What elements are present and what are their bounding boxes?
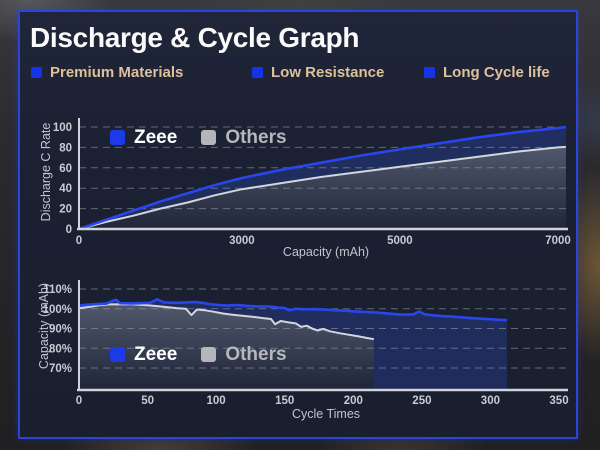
y-tick-label: 110% xyxy=(43,284,72,296)
zeee-legend-label: Zeee xyxy=(134,344,178,365)
others-area xyxy=(79,304,374,390)
x-tick-label: 250 xyxy=(412,395,431,407)
zeee-line xyxy=(78,298,507,322)
y-tick-label: 100 xyxy=(53,122,72,134)
x-tick-label: 5000 xyxy=(387,235,413,247)
y-tick-label: 80 xyxy=(59,142,72,154)
chart2-x-axis-label: Cycle Times xyxy=(291,407,361,421)
feature-low-resistance: Low Resistance xyxy=(252,64,384,81)
x-tick-label: 0 xyxy=(76,395,82,407)
x-tick-label: 300 xyxy=(481,395,500,407)
y-tick-label: 60 xyxy=(59,163,72,175)
x-tick-label: 200 xyxy=(344,395,363,407)
others-line xyxy=(78,303,375,341)
blue-square-icon xyxy=(252,67,263,78)
x-tick-label: 100 xyxy=(207,395,226,407)
others-legend-label: Others xyxy=(225,127,287,148)
others-legend-swatch xyxy=(201,130,217,145)
y-tick-label: 40 xyxy=(59,183,72,195)
x-tick-label: 0 xyxy=(76,235,82,247)
y-tick-label: 80% xyxy=(49,343,72,355)
blue-square-icon xyxy=(424,67,435,78)
zeee-legend-label: Zeee xyxy=(134,127,178,148)
others-line xyxy=(78,145,566,230)
x-tick-label: 350 xyxy=(549,395,568,407)
zeee-legend-swatch xyxy=(110,347,125,362)
feature-long-cycle-life: Long Cycle life xyxy=(424,64,550,81)
x-tick-label: 3000 xyxy=(229,235,255,247)
x-tick-label: 50 xyxy=(141,395,154,407)
zeee-legend-swatch xyxy=(110,130,125,145)
y-tick-label: 20 xyxy=(59,204,72,216)
feature-label: Low Resistance xyxy=(271,64,385,81)
y-tick-label: 0 xyxy=(66,224,72,236)
y-tick-label: 100% xyxy=(43,304,72,316)
y-tick-label: 70% xyxy=(49,363,72,375)
others-legend-label: Others xyxy=(225,344,287,365)
cycle-life-chart: 70% 80% 90% 100% 110% 0 50 100 150 200 250 300 350 xyxy=(43,280,569,407)
zeee-line xyxy=(78,125,567,231)
x-tick-label: 7000 xyxy=(545,235,571,247)
feature-label: Premium Materials xyxy=(50,64,184,81)
chart1-x-axis-label: Capacity (mAh) xyxy=(282,245,370,259)
chart2-legend: Zeee Others xyxy=(110,344,287,365)
y-tick-label: 90% xyxy=(49,324,72,336)
feature-premium-materials: Premium Materials xyxy=(31,64,183,81)
x-tick-label: 150 xyxy=(275,395,294,407)
chart1-legend: Zeee Others xyxy=(110,127,287,148)
feature-label: Long Cycle life xyxy=(443,64,550,81)
blue-square-icon xyxy=(31,67,42,78)
others-legend-swatch xyxy=(201,347,217,362)
page-title: Discharge & Cycle Graph xyxy=(30,22,360,53)
